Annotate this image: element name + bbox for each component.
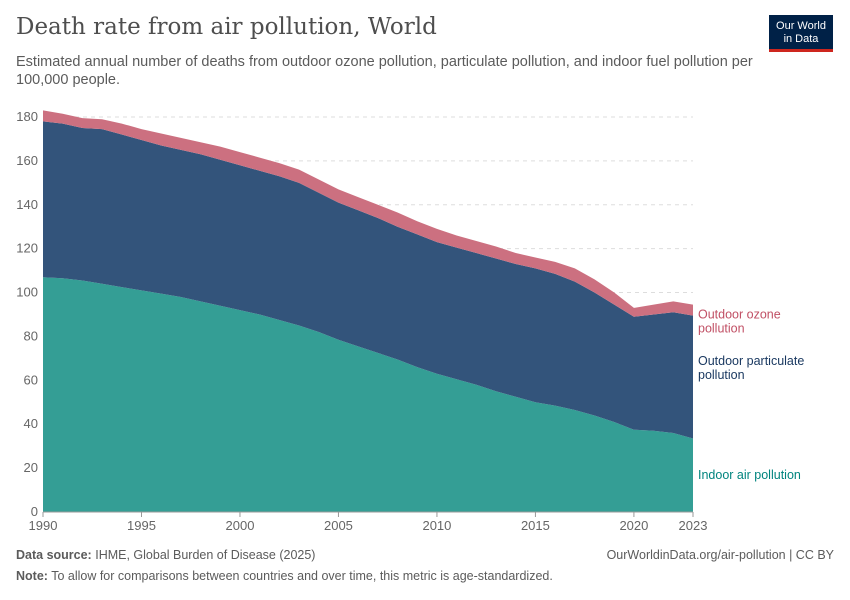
y-tick-label: 60 bbox=[24, 372, 38, 387]
area-indoor-air-pollution bbox=[43, 277, 693, 512]
series-label: pollution bbox=[698, 368, 745, 382]
y-tick-label: 180 bbox=[16, 109, 38, 124]
note-text: To allow for comparisons between countri… bbox=[51, 569, 553, 583]
x-tick-label: 2020 bbox=[619, 518, 648, 533]
chart-title: Death rate from air pollution, World bbox=[16, 14, 437, 40]
area-outdoor-particulate-pollution bbox=[43, 121, 693, 439]
series-label: pollution bbox=[698, 322, 745, 336]
note: Note: To allow for comparisons between c… bbox=[16, 569, 553, 583]
chart-subtitle: Estimated annual number of deaths from o… bbox=[16, 54, 753, 88]
x-tick-label: 2000 bbox=[226, 518, 255, 533]
y-tick-label: 140 bbox=[16, 197, 38, 212]
x-tick-label: 2015 bbox=[521, 518, 550, 533]
source-label: Data source: bbox=[16, 548, 92, 562]
x-tick-label: 2010 bbox=[422, 518, 451, 533]
y-tick-label: 0 bbox=[31, 504, 38, 519]
x-tick-label: 2005 bbox=[324, 518, 353, 533]
series-label: Indoor air pollution bbox=[698, 468, 801, 482]
source-text[interactable]: IHME, Global Burden of Disease (2025) bbox=[95, 548, 316, 562]
y-tick-label: 40 bbox=[24, 416, 38, 431]
y-tick-label: 160 bbox=[16, 153, 38, 168]
x-tick-label: 2023 bbox=[679, 518, 708, 533]
y-tick-label: 20 bbox=[24, 460, 38, 475]
y-tick-label: 100 bbox=[16, 285, 38, 300]
area-outdoor-ozone-pollution bbox=[43, 110, 693, 317]
note-label: Note: bbox=[16, 569, 48, 583]
y-tick-label: 80 bbox=[24, 328, 38, 343]
source-url[interactable]: OurWorldinData.org/air-pollution | CC BY bbox=[606, 548, 834, 562]
x-tick-label: 1995 bbox=[127, 518, 156, 533]
series-label: Outdoor ozone bbox=[698, 308, 781, 322]
data-source: Data source: IHME, Global Burden of Dise… bbox=[16, 548, 315, 562]
y-tick-label: 120 bbox=[16, 241, 38, 256]
x-tick-label: 1990 bbox=[29, 518, 58, 533]
owid-logo[interactable]: Our World in Data bbox=[769, 15, 833, 52]
series-label: Outdoor particulate bbox=[698, 354, 804, 368]
